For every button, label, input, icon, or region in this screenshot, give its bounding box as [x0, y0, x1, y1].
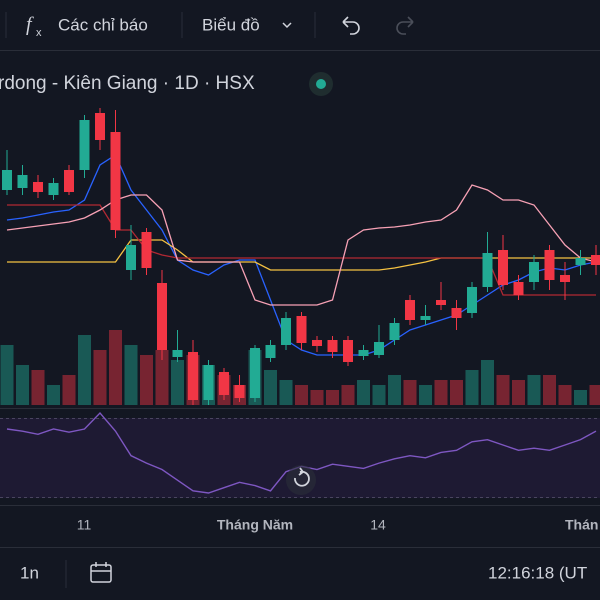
candle-body	[529, 262, 539, 282]
candle-body	[95, 113, 105, 140]
range-button[interactable]: 1n	[20, 563, 39, 582]
status-dot	[316, 79, 326, 89]
time-label: 11	[77, 517, 92, 533]
candle-body	[591, 255, 600, 265]
volume-bar	[16, 365, 29, 405]
volume-bar	[47, 385, 60, 405]
volume-bar	[341, 385, 355, 405]
volume-bar	[279, 380, 293, 405]
volume-bar	[78, 335, 91, 405]
candle-body	[126, 245, 136, 270]
candle-body	[157, 283, 167, 350]
candle-body	[467, 287, 477, 313]
candle-body	[110, 132, 121, 230]
volume-bar	[558, 385, 572, 405]
volume-bar	[589, 385, 600, 405]
candle-body	[64, 170, 74, 192]
volume-bar	[295, 385, 308, 405]
volume-bar	[574, 390, 587, 405]
candle-body	[544, 250, 555, 280]
volume-bar	[62, 375, 76, 405]
volume-bar	[481, 360, 494, 405]
candle-body	[172, 350, 183, 357]
candle-body	[265, 345, 276, 358]
candle-body	[405, 300, 415, 320]
volume-bar	[264, 370, 277, 405]
volume-bar	[450, 380, 463, 405]
candle-body	[312, 340, 322, 346]
time-label: 14	[370, 517, 386, 533]
volume-bar	[140, 355, 153, 405]
candle-body	[482, 253, 493, 287]
chart-type-button[interactable]: Biểu đồ	[202, 15, 260, 34]
symbol-title: rdong - Kiên Giang · 1D · HSX	[0, 73, 255, 94]
candle-body	[141, 232, 152, 268]
candle-body	[203, 365, 214, 400]
volume-bar	[527, 375, 541, 405]
volume-bar	[372, 385, 386, 405]
volume-bar	[419, 385, 432, 405]
volume-bar	[465, 370, 479, 405]
indicators-icon[interactable]: f	[26, 14, 34, 36]
time-label: Thán	[565, 517, 598, 533]
candle-body	[281, 318, 291, 345]
candle-body	[219, 372, 229, 395]
candle-body	[451, 308, 462, 318]
candle-body	[436, 300, 446, 305]
volume-bar	[512, 380, 525, 405]
candle-body	[575, 258, 586, 265]
indicator-line	[7, 239, 596, 271]
candle-body	[2, 170, 12, 190]
candle-body	[17, 175, 28, 188]
undo-button[interactable]	[342, 16, 360, 35]
dropdown-chevron[interactable]	[282, 22, 292, 29]
candle-body	[420, 316, 431, 320]
indicators-button[interactable]: Các chỉ báo	[58, 15, 148, 34]
candle-body	[343, 340, 353, 362]
date-range-icon[interactable]	[90, 562, 112, 583]
candle-body	[188, 352, 198, 400]
candle-body	[234, 385, 245, 398]
volume-bar	[155, 350, 169, 405]
volume-bar	[31, 370, 45, 405]
volume-bar	[388, 375, 401, 405]
reset-button-bg[interactable]	[286, 465, 316, 495]
indicator-line	[7, 204, 596, 296]
clock: 12:16:18 (UT	[488, 563, 587, 582]
candle-body	[374, 342, 384, 355]
volume-bar	[496, 375, 510, 405]
toolbar	[0, 0, 600, 50]
volume-bar	[310, 390, 324, 405]
indicator-line	[6, 184, 597, 306]
candle-body	[358, 350, 369, 356]
volume-bar	[0, 345, 14, 405]
candle-body	[79, 120, 90, 170]
volume-bar	[171, 360, 184, 405]
volume-bar	[357, 380, 370, 405]
candle-body	[296, 316, 307, 343]
candle-body	[33, 182, 43, 192]
time-label: Tháng Năm	[217, 517, 293, 533]
candle-body	[560, 275, 570, 282]
plot	[0, 108, 600, 494]
reset-icon[interactable]	[294, 467, 310, 487]
candle-body	[48, 183, 59, 195]
volume-bar	[543, 375, 556, 405]
candle-body	[513, 282, 524, 295]
volume-bar	[124, 345, 138, 405]
candle-body	[389, 323, 400, 340]
volume-bar	[93, 350, 107, 405]
volume-bar	[109, 330, 122, 405]
candle-body	[498, 250, 508, 285]
redo-button[interactable]	[396, 16, 414, 35]
candle-body	[327, 340, 338, 352]
candle-body	[250, 348, 260, 398]
indicators-icon-x: x	[36, 27, 42, 39]
volume-bar	[434, 380, 448, 405]
volume-bar	[326, 390, 339, 405]
volume-bar	[403, 380, 417, 405]
